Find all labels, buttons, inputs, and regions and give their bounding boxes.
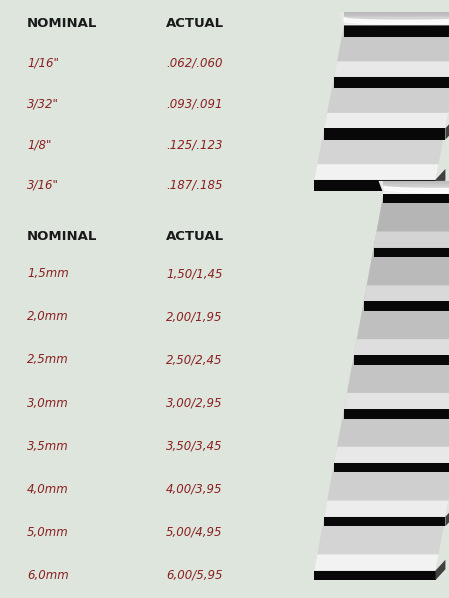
- Polygon shape: [374, 194, 449, 248]
- Text: 2,00/1,95: 2,00/1,95: [166, 310, 223, 324]
- Polygon shape: [383, 184, 449, 186]
- Bar: [374, 248, 449, 257]
- Polygon shape: [383, 189, 449, 191]
- Bar: [344, 409, 449, 419]
- Polygon shape: [339, 13, 449, 25]
- Polygon shape: [344, 24, 449, 25]
- Text: 2,0mm: 2,0mm: [27, 310, 69, 324]
- Polygon shape: [364, 285, 449, 301]
- Polygon shape: [344, 16, 449, 17]
- Polygon shape: [344, 17, 449, 19]
- Bar: [334, 77, 449, 89]
- Text: 2,5mm: 2,5mm: [27, 353, 69, 367]
- Bar: [324, 517, 445, 526]
- Polygon shape: [374, 231, 449, 248]
- Polygon shape: [314, 164, 439, 179]
- Text: 4,00/3,95: 4,00/3,95: [166, 483, 223, 496]
- Text: 3/32": 3/32": [27, 97, 59, 111]
- Text: 3,50/3,45: 3,50/3,45: [166, 440, 223, 453]
- Polygon shape: [344, 13, 449, 14]
- Text: 2,50/2,45: 2,50/2,45: [166, 353, 223, 367]
- Text: 6,0mm: 6,0mm: [27, 569, 69, 582]
- Polygon shape: [314, 517, 445, 570]
- Polygon shape: [344, 14, 449, 16]
- Polygon shape: [344, 19, 449, 20]
- Polygon shape: [324, 463, 449, 517]
- Polygon shape: [364, 248, 449, 301]
- Polygon shape: [334, 62, 449, 77]
- Text: 3/16": 3/16": [27, 179, 59, 192]
- Polygon shape: [383, 192, 449, 194]
- Polygon shape: [379, 181, 449, 194]
- Polygon shape: [445, 117, 449, 140]
- Polygon shape: [344, 22, 449, 24]
- Bar: [314, 179, 436, 191]
- Polygon shape: [314, 128, 445, 179]
- Bar: [344, 25, 449, 37]
- Polygon shape: [344, 355, 449, 409]
- Polygon shape: [334, 409, 449, 463]
- Polygon shape: [324, 501, 449, 517]
- Bar: [364, 301, 449, 311]
- Bar: [324, 128, 445, 140]
- Text: 4,0mm: 4,0mm: [27, 483, 69, 496]
- Text: 3,00/2,95: 3,00/2,95: [166, 396, 223, 410]
- Text: 1,5mm: 1,5mm: [27, 267, 69, 280]
- Bar: [383, 194, 449, 203]
- Polygon shape: [354, 301, 449, 355]
- Polygon shape: [344, 20, 449, 22]
- Text: ACTUAL: ACTUAL: [166, 17, 224, 30]
- Text: .062/.060: .062/.060: [166, 57, 223, 70]
- Text: 5,0mm: 5,0mm: [27, 526, 69, 539]
- Polygon shape: [436, 560, 445, 580]
- Text: NOMINAL: NOMINAL: [27, 17, 97, 30]
- Text: 6,00/5,95: 6,00/5,95: [166, 569, 223, 582]
- Polygon shape: [334, 447, 449, 463]
- Polygon shape: [383, 181, 449, 182]
- Polygon shape: [344, 393, 449, 409]
- Polygon shape: [334, 25, 449, 77]
- Polygon shape: [314, 554, 439, 570]
- Polygon shape: [324, 77, 449, 128]
- Bar: [354, 355, 449, 365]
- Polygon shape: [445, 506, 449, 526]
- Text: 1/8": 1/8": [27, 138, 51, 151]
- Polygon shape: [383, 182, 449, 184]
- Text: NOMINAL: NOMINAL: [27, 230, 97, 243]
- Text: .093/.091: .093/.091: [166, 97, 223, 111]
- Text: 1,50/1,45: 1,50/1,45: [166, 267, 223, 280]
- Polygon shape: [383, 191, 449, 192]
- Text: 3,0mm: 3,0mm: [27, 396, 69, 410]
- Text: .125/.123: .125/.123: [166, 138, 223, 151]
- Text: .187/.185: .187/.185: [166, 179, 223, 192]
- Bar: [314, 570, 436, 580]
- Polygon shape: [383, 186, 449, 187]
- Text: 1/16": 1/16": [27, 57, 59, 70]
- Bar: [334, 463, 449, 472]
- Text: ACTUAL: ACTUAL: [166, 230, 224, 243]
- Polygon shape: [324, 113, 449, 128]
- Text: 5,00/4,95: 5,00/4,95: [166, 526, 223, 539]
- Polygon shape: [383, 187, 449, 189]
- Text: 3,5mm: 3,5mm: [27, 440, 69, 453]
- Polygon shape: [436, 169, 445, 191]
- Polygon shape: [354, 339, 449, 355]
